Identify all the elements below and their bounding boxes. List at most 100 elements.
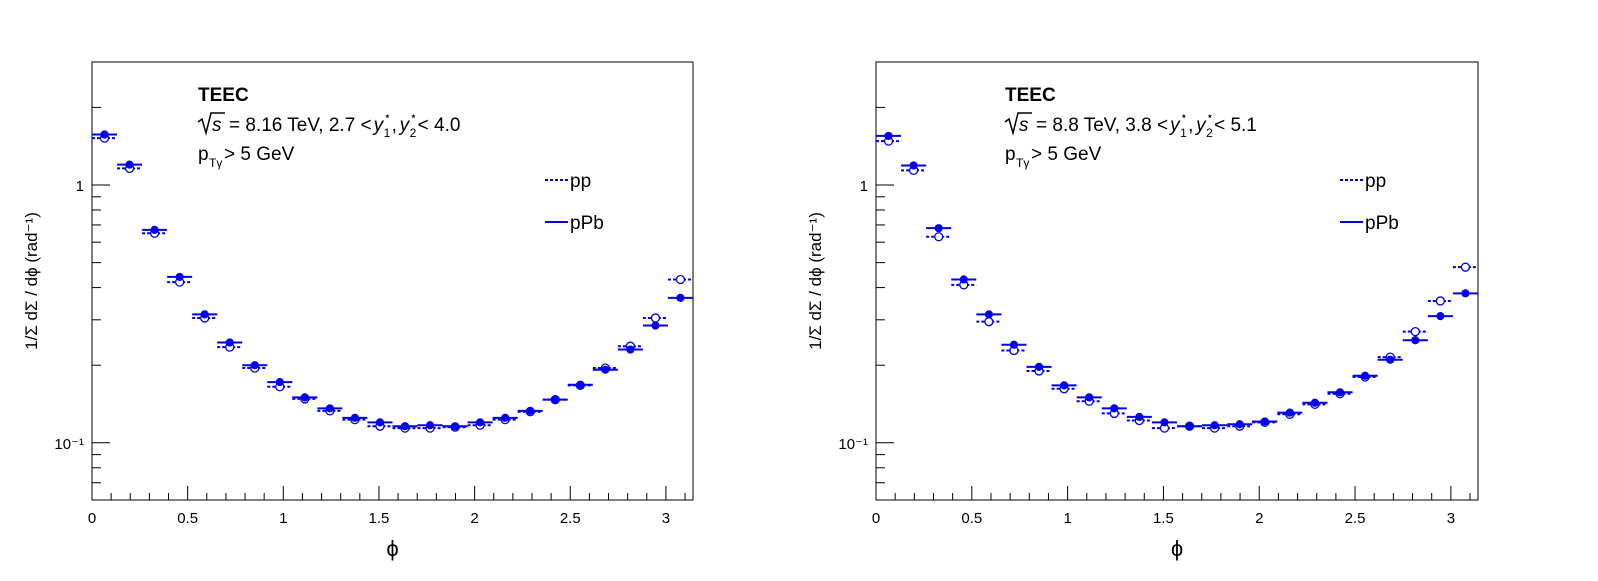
- ppb-data-point: [1235, 420, 1244, 429]
- x-axis-label: ϕ: [386, 536, 398, 561]
- x-tick-label: 2.5: [560, 510, 581, 527]
- ppb-data-point: [275, 377, 284, 387]
- ppb-data-point: [651, 321, 660, 330]
- ppb-data-point: [676, 293, 685, 302]
- ppb-data-point: [325, 404, 334, 413]
- x-tick-label: 1: [279, 510, 287, 527]
- x-tick-label: 0: [88, 510, 96, 527]
- ppb-data-point: [225, 338, 234, 347]
- ppb-data-point: [250, 361, 259, 370]
- ppb-data-point: [100, 130, 109, 139]
- ppb-data-point: [1110, 404, 1119, 413]
- x-tick-label: 2: [1255, 510, 1263, 527]
- ppb-data-point: [501, 413, 510, 422]
- sqrt-s-symbol: s: [197, 112, 225, 136]
- ppb-data-point: [350, 413, 360, 422]
- series-ppb: [876, 131, 1478, 431]
- rapidity-sub-2: 2: [410, 126, 417, 140]
- chart-title: TEEC: [198, 85, 249, 106]
- pt-subscript: Tγ: [209, 156, 222, 170]
- ppb-data-point: [1285, 408, 1294, 417]
- ppb-data-point: [626, 345, 635, 354]
- chart-panel-2: 0 0.5 1 1.5 2 2.5 3 1 10⁻¹ ϕ 1/Σ dΣ / dϕ (rad⁻¹) TE…: [806, 61, 1479, 561]
- pp-data-point: [934, 232, 944, 242]
- ppb-data-point: [1160, 418, 1169, 427]
- ppb-data-point: [1436, 312, 1445, 321]
- ppb-data-point: [1260, 417, 1269, 426]
- x-tick-label: 2.5: [1345, 510, 1366, 527]
- plot-frame: [875, 61, 1479, 501]
- pt-cut-label: > 5 GeV: [224, 144, 295, 165]
- sqrt-glyph: [197, 112, 225, 136]
- ppb-data-point: [476, 418, 485, 427]
- sqrt-s-symbol: s: [1004, 112, 1032, 136]
- chart-title: TEEC: [1005, 85, 1056, 106]
- ppb-data-point: [884, 131, 893, 141]
- ppb-data-point: [601, 365, 610, 374]
- ppb-data-point: [1034, 362, 1044, 371]
- y-tick-label: 10⁻¹: [54, 436, 84, 453]
- x-tick-label: 2: [470, 510, 478, 527]
- ppb-data-point: [959, 275, 968, 284]
- ppb-data-point: [1361, 371, 1370, 380]
- rapidity-star-1: ⋆: [384, 109, 392, 123]
- rapidity-star-2: ⋆: [1206, 109, 1214, 123]
- series-pp: [92, 133, 693, 433]
- legend-pp-label: pp: [570, 171, 591, 192]
- rapidity-y2: y: [1194, 115, 1207, 136]
- ppb-data-point: [175, 272, 184, 282]
- x-tick-label: 1.5: [369, 510, 390, 527]
- series-pp: [876, 136, 1478, 433]
- pt-symbol: p: [198, 144, 209, 165]
- rapidity-sub-1: 1: [1180, 126, 1187, 140]
- energy-range-end: < 5.1: [1214, 115, 1257, 136]
- pt-subscript: Tγ: [1016, 156, 1029, 170]
- x-tick-label: 0.5: [961, 510, 982, 527]
- ppb-data-point: [1009, 340, 1019, 349]
- ppb-data-point: [576, 380, 585, 389]
- ppb-data-point: [526, 406, 535, 415]
- ppb-data-point: [934, 224, 943, 233]
- y-axis-label: 1/Σ dΣ / dϕ (rad⁻¹): [22, 212, 41, 350]
- rapidity-star-1: ⋆: [1180, 109, 1188, 123]
- rapidity-sub-2: 2: [1206, 126, 1213, 140]
- ppb-data-point: [150, 225, 159, 234]
- ppb-data-point: [909, 161, 918, 170]
- energy-label: = 8.16 TeV, 2.7 <: [229, 115, 372, 136]
- y-tick-label: 1: [860, 178, 868, 195]
- legend-ppb-label: pPb: [570, 213, 604, 234]
- x-axis-label: ϕ: [1171, 536, 1183, 561]
- legend-pp-label: pp: [1365, 171, 1386, 192]
- rapidity-comma: ,: [392, 115, 397, 136]
- ppb-data-point: [1210, 421, 1219, 430]
- ppb-data-point: [1386, 355, 1395, 364]
- rapidity-star-2: ⋆: [410, 109, 418, 123]
- x-tick-label: 0: [872, 510, 880, 527]
- ppb-data-point: [984, 310, 993, 319]
- ppb-data-point: [375, 418, 385, 427]
- ppb-data-point: [1185, 422, 1194, 431]
- x-tick-label: 1: [1063, 510, 1071, 527]
- y-tick-label: 10⁻¹: [838, 436, 868, 453]
- pp-data-point: [1460, 262, 1471, 272]
- ppb-data-point: [1310, 398, 1320, 407]
- series-ppb: [92, 130, 693, 431]
- ppb-data-point: [1135, 412, 1144, 422]
- ppb-data-point: [125, 160, 134, 169]
- pp-data-point: [984, 317, 994, 327]
- ppb-data-point: [400, 422, 410, 431]
- rapidity-y1: y: [1168, 115, 1181, 136]
- y-axis-label: 1/Σ dΣ / dϕ (rad⁻¹): [806, 212, 825, 350]
- ppb-data-point: [1085, 393, 1094, 402]
- ppb-data-point: [425, 421, 435, 430]
- ppb-data-point: [200, 310, 209, 319]
- rapidity-sub-1: 1: [384, 126, 391, 140]
- x-tick-label: 3: [662, 510, 670, 527]
- rapidity-y2: y: [398, 115, 411, 136]
- ppb-data-point: [450, 422, 460, 431]
- pt-cut-label: > 5 GeV: [1031, 144, 1102, 165]
- sqrt-s-letter: s: [1019, 115, 1029, 136]
- x-tick-label: 0.5: [177, 510, 198, 527]
- pp-data-point: [650, 313, 661, 323]
